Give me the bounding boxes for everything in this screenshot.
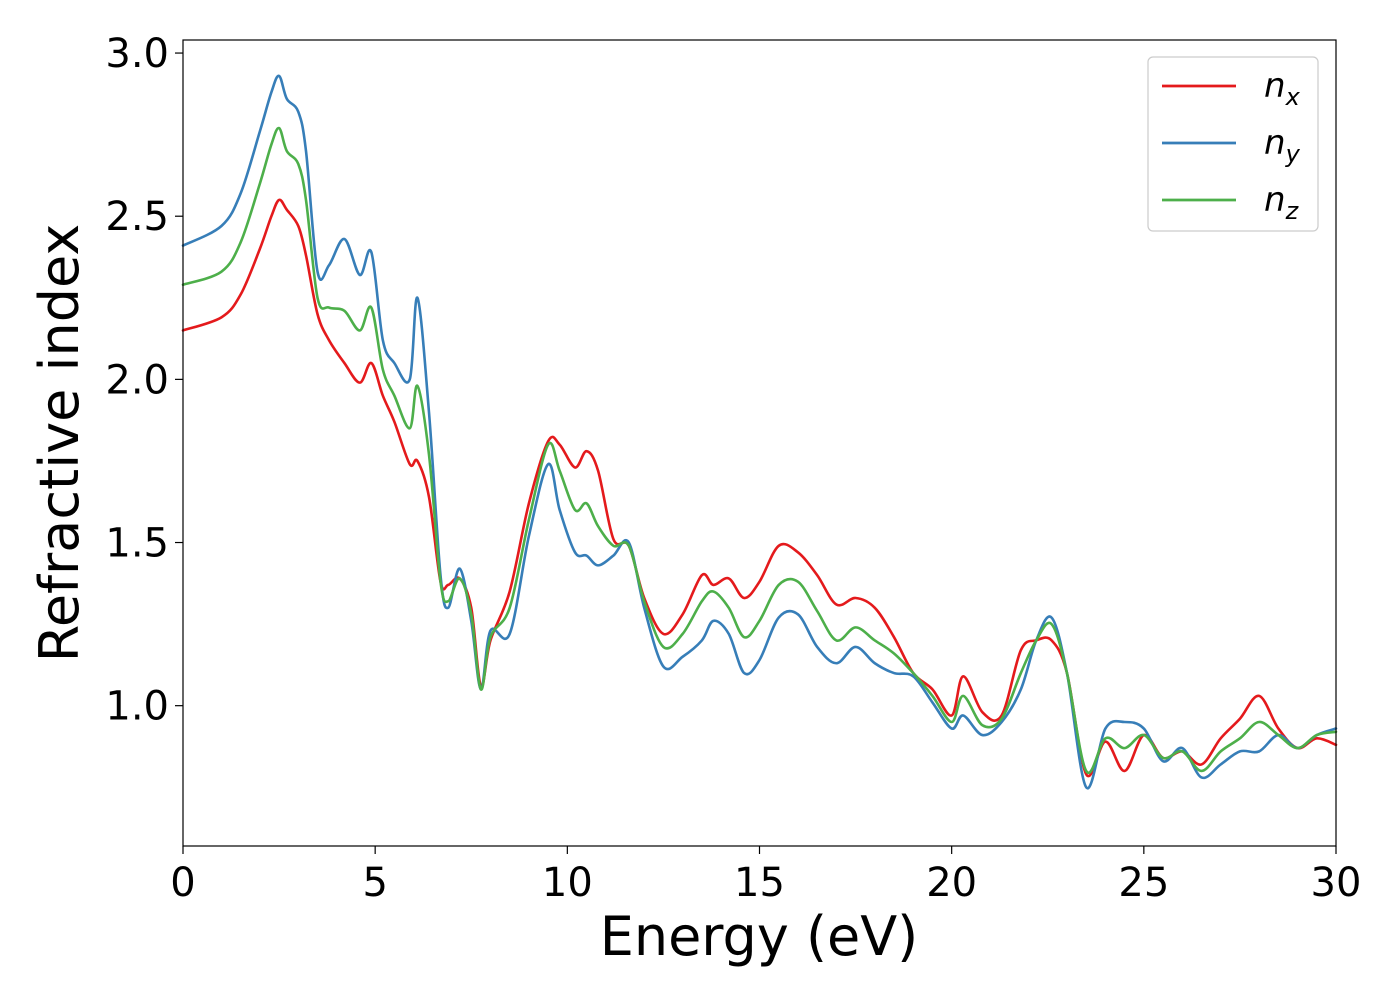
x-tick-label: 5 <box>362 860 387 906</box>
y-tick-label: 1.0 <box>105 684 169 730</box>
x-tick-label: 15 <box>734 860 785 906</box>
y-tick-label: 1.5 <box>105 521 169 567</box>
plot-background <box>183 40 1336 846</box>
x-tick-label: 30 <box>1311 860 1362 906</box>
series-line-nz <box>181 126 1338 775</box>
y-tick-label: 2.5 <box>105 194 169 240</box>
x-axis-title: Energy (eV) <box>600 905 919 968</box>
y-tick-label: 3.0 <box>105 31 169 77</box>
y-axis-title: Refractive index <box>28 224 91 663</box>
series-layer <box>181 74 1338 790</box>
y-axis: 1.0 1.5 2.0 2.5 3.0 <box>105 31 183 730</box>
x-tick-label: 25 <box>1118 860 1169 906</box>
x-tick-label: 0 <box>170 860 195 906</box>
x-axis: 0 5 10 15 20 25 30 <box>170 846 1361 906</box>
x-tick-label: 10 <box>542 860 593 906</box>
x-tick-label: 20 <box>926 860 977 906</box>
y-tick-label: 2.0 <box>105 357 169 403</box>
